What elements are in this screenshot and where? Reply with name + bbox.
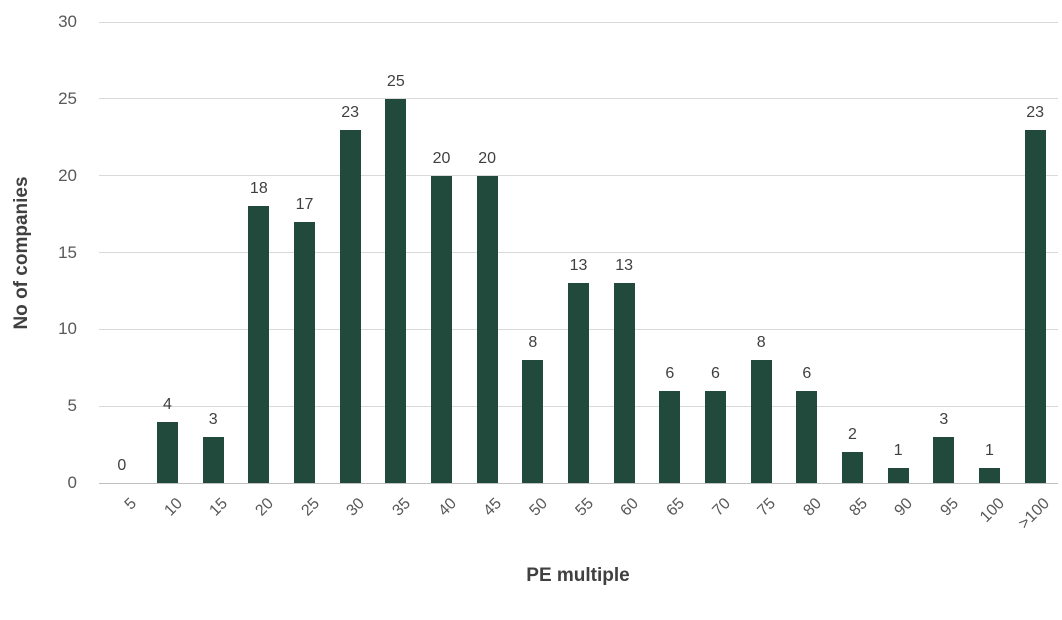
bar-value-label: 23 (1026, 103, 1045, 121)
y-tick-label: 5 (67, 396, 77, 416)
bar-value-label: 3 (208, 410, 218, 428)
bar-value-label: 8 (528, 334, 538, 352)
bar-95 (933, 436, 955, 483)
bar-60 (613, 283, 635, 483)
gridline (99, 21, 1058, 23)
bar-70 (705, 390, 726, 483)
bar-value-label: 18 (249, 180, 268, 198)
bar-value-label: 1 (985, 441, 994, 459)
bar-value-label: 3 (939, 410, 949, 428)
y-tick-label: 25 (58, 88, 77, 108)
bar->100 (1024, 129, 1046, 483)
bar-10 (157, 421, 178, 483)
bar-55 (568, 283, 589, 483)
x-axis-title: PE multiple (526, 565, 630, 586)
bar-85 (842, 452, 863, 483)
bar-30 (339, 129, 361, 483)
bar-value-label: 6 (711, 364, 720, 382)
gridline (99, 175, 1058, 177)
gridline (99, 252, 1058, 253)
bar-value-label: 0 (117, 457, 127, 474)
bar-65 (659, 390, 681, 483)
bar-value-label: 4 (163, 395, 172, 413)
y-tick-label: 20 (58, 165, 77, 185)
bar-80 (796, 390, 818, 483)
bar-value-label: 20 (478, 149, 497, 167)
bar-20 (248, 206, 270, 483)
bar-15 (202, 436, 224, 483)
bar-50 (522, 360, 544, 483)
bar-value-label: 13 (615, 257, 634, 275)
bar-75 (750, 360, 772, 483)
gridline (99, 98, 1058, 100)
bar-45 (476, 175, 498, 483)
bar-25 (294, 221, 315, 483)
y-tick-label: 30 (58, 12, 77, 31)
bar-35 (385, 98, 407, 483)
bar-value-label: 2 (848, 426, 857, 444)
y-tick-label: 15 (58, 242, 77, 262)
bar-value-label: 17 (295, 195, 314, 213)
bar-40 (431, 175, 452, 483)
plot-area: 0 5 10 15 20 25 30 0 5 4 10 3 15 18 20 17 25 23 30 25 35 20 40… (58, 12, 1058, 533)
bar-90 (887, 467, 909, 483)
bar-value-label: 8 (756, 334, 766, 352)
bar-100 (979, 467, 1000, 483)
x-tick-label: >100 (1015, 495, 1054, 533)
bar-value-label: 20 (432, 149, 451, 167)
y-tick-label: 10 (58, 319, 77, 339)
bar-value-label: 6 (802, 364, 812, 382)
bar-value-label: 6 (665, 364, 675, 382)
bar-value-label: 13 (569, 257, 588, 275)
bar-value-label: 25 (386, 72, 405, 90)
y-tick-label: 0 (67, 473, 77, 492)
bar-value-label: 1 (893, 441, 903, 459)
bar-value-label: 23 (341, 103, 360, 121)
x-axis-line (99, 482, 1058, 484)
